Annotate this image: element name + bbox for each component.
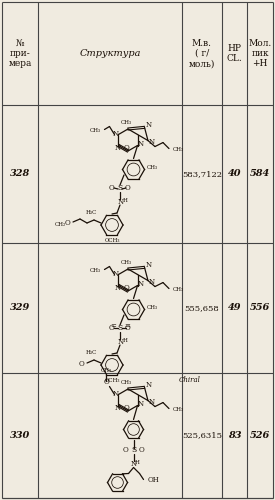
Text: OCH₃: OCH₃	[105, 238, 121, 242]
Text: H₃C: H₃C	[85, 210, 97, 216]
Text: 555,658: 555,658	[185, 304, 219, 312]
Text: H: H	[123, 338, 127, 344]
Text: 328: 328	[10, 170, 30, 178]
Text: N: N	[114, 284, 120, 292]
Text: 329: 329	[10, 304, 30, 312]
Text: O: O	[109, 184, 115, 192]
Text: 49: 49	[228, 304, 241, 312]
Text: CH₃: CH₃	[173, 287, 184, 292]
Text: N: N	[149, 398, 155, 406]
Text: =: =	[124, 322, 130, 330]
Text: N: N	[145, 122, 152, 130]
Text: N: N	[112, 390, 119, 398]
Text: N: N	[130, 460, 137, 468]
Text: 40: 40	[228, 170, 241, 178]
Text: N: N	[138, 400, 144, 408]
Text: 526: 526	[250, 431, 270, 440]
Text: N: N	[145, 382, 152, 390]
Text: CH₃: CH₃	[147, 305, 158, 310]
Text: CH₃: CH₃	[120, 380, 132, 386]
Text: N: N	[112, 130, 119, 138]
Text: HP
CL.: HP CL.	[227, 44, 242, 63]
Text: CH₃: CH₃	[101, 368, 112, 373]
Text: N: N	[114, 404, 120, 411]
Text: O: O	[104, 378, 109, 386]
Text: H: H	[135, 460, 140, 465]
Text: CH₃: CH₃	[147, 165, 158, 170]
Text: O: O	[123, 446, 128, 454]
Text: OCH₃: OCH₃	[105, 378, 121, 382]
Text: М.в.
( г/
моль): М.в. ( г/ моль)	[189, 38, 215, 68]
Text: N: N	[145, 262, 152, 270]
Text: N: N	[149, 278, 155, 285]
Text: N: N	[138, 140, 144, 148]
Text: N: N	[118, 198, 124, 206]
Text: CH₃: CH₃	[120, 120, 132, 126]
Text: 583,7122: 583,7122	[182, 170, 222, 178]
Text: Мол.
пик
+H: Мол. пик +H	[248, 38, 272, 68]
Text: H₃C: H₃C	[85, 350, 97, 356]
Text: S: S	[131, 446, 136, 454]
Text: CH₃: CH₃	[173, 407, 184, 412]
Text: 330: 330	[10, 431, 30, 440]
Text: S: S	[117, 184, 123, 192]
Text: CH₃: CH₃	[173, 147, 184, 152]
Text: Структура: Структура	[79, 49, 141, 58]
Text: O: O	[78, 360, 84, 368]
Text: O: O	[109, 324, 115, 332]
Text: O: O	[64, 219, 70, 227]
Text: O: O	[123, 284, 129, 292]
Text: №
при-
мера: № при- мера	[8, 38, 32, 68]
Text: Chiral: Chiral	[179, 376, 201, 384]
Text: N: N	[138, 280, 144, 288]
Text: O: O	[123, 144, 129, 152]
Text: N: N	[118, 338, 124, 346]
Text: CH₃: CH₃	[120, 260, 132, 266]
Text: O: O	[125, 324, 131, 332]
Text: =: =	[110, 322, 116, 330]
Text: O: O	[123, 404, 129, 412]
Text: N: N	[114, 144, 120, 152]
Text: OH: OH	[147, 476, 159, 484]
Text: O: O	[125, 184, 131, 192]
Text: H: H	[123, 198, 127, 203]
Text: 556: 556	[250, 304, 270, 312]
Text: CH₃: CH₃	[90, 128, 101, 133]
Text: CH₂: CH₂	[55, 222, 66, 226]
Text: CH₃: CH₃	[90, 268, 101, 273]
Text: O: O	[139, 446, 144, 454]
Text: 525,6315: 525,6315	[182, 432, 222, 440]
Text: N: N	[112, 270, 119, 278]
Text: 83: 83	[228, 431, 241, 440]
Text: N: N	[149, 138, 155, 145]
Text: S: S	[117, 324, 123, 332]
Text: 584: 584	[250, 170, 270, 178]
